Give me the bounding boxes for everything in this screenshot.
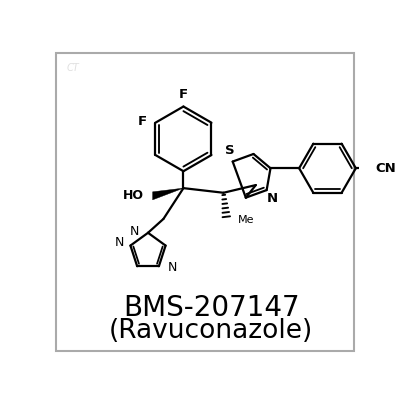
Text: F: F bbox=[138, 115, 147, 128]
Text: Me: Me bbox=[238, 216, 255, 226]
FancyBboxPatch shape bbox=[56, 53, 354, 351]
Polygon shape bbox=[153, 188, 184, 200]
Text: N: N bbox=[267, 192, 278, 205]
Text: (Ravuconazole): (Ravuconazole) bbox=[109, 318, 313, 344]
Text: N: N bbox=[114, 236, 124, 249]
Text: N: N bbox=[168, 261, 177, 274]
Text: HO: HO bbox=[123, 189, 144, 202]
Text: BMS-207147: BMS-207147 bbox=[123, 294, 300, 322]
Text: CN: CN bbox=[375, 162, 396, 175]
Text: N: N bbox=[130, 225, 139, 238]
Text: F: F bbox=[179, 88, 188, 101]
Text: CT: CT bbox=[66, 63, 79, 73]
Text: S: S bbox=[225, 144, 235, 157]
